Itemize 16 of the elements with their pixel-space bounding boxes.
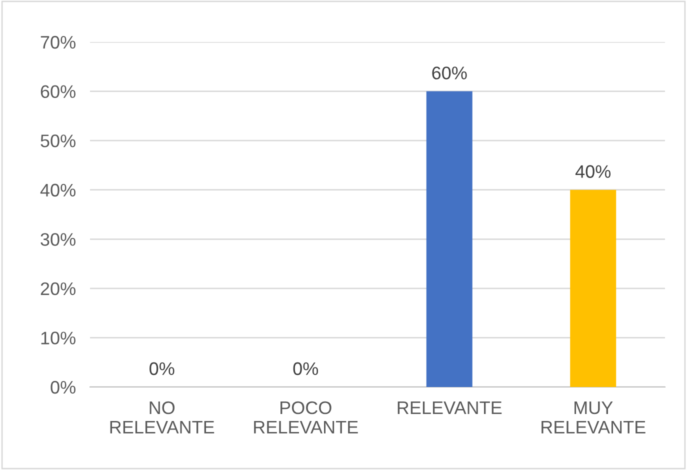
data-label: 40% [575, 165, 611, 178]
x-tick-label: RELEVANTE [398, 402, 502, 414]
y-tick-label: 50% [40, 134, 76, 148]
x-tick-label: MUY RELEVANTE [542, 402, 646, 434]
x-tick-label: POCO RELEVANTE [254, 401, 358, 434]
data-label: 0% [293, 362, 318, 376]
y-tick-label: 10% [41, 332, 76, 344]
y-tick-label: 30% [40, 233, 76, 246]
data-label: 0% [150, 362, 174, 376]
y-tick-label: 0% [50, 380, 76, 394]
data-label: 60% [432, 66, 467, 80]
y-tick-label: 20% [40, 282, 76, 296]
y-tick-label: 70% [40, 36, 76, 49]
y-tick-label: 60% [40, 85, 76, 98]
x-tick-label: NO RELEVANTE [110, 401, 214, 434]
y-tick-label: 40% [40, 184, 76, 197]
